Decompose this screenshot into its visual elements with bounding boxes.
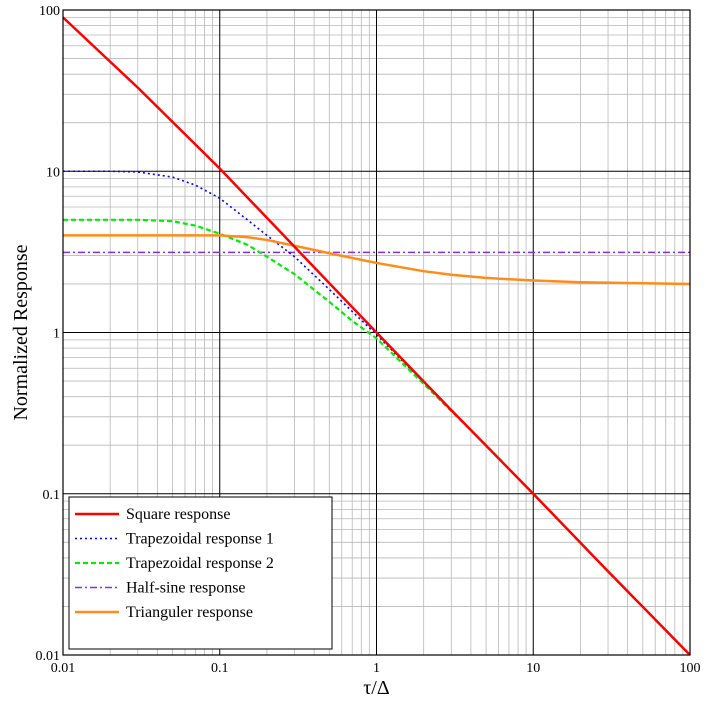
- x-axis-label: τ/Δ: [363, 677, 390, 699]
- y-tick-label: 1: [53, 327, 60, 342]
- x-tick-label: 0.1: [211, 661, 229, 676]
- legend-label: Half-sine response: [126, 580, 246, 597]
- legend-label: Trapezoidal response 2: [126, 555, 274, 572]
- legend-box: [68, 496, 333, 650]
- legend-label: Trianguler response: [126, 604, 253, 621]
- legend-label: Trapezoidal response 1: [126, 531, 274, 548]
- x-tick-label: 0.01: [51, 661, 76, 676]
- plot-frame: [62, 9, 691, 656]
- series-line-0: [62, 16, 691, 656]
- y-tick-label: 10: [46, 165, 60, 180]
- series-line-1: [63, 170, 691, 656]
- x-tick-label: 100: [680, 661, 701, 676]
- series-line-4: [63, 234, 691, 286]
- y-tick-labels: 0.01 0.1 1 10 100: [36, 4, 61, 664]
- y-tick-label: 0.1: [43, 488, 61, 503]
- x-tick-label: 1: [373, 661, 380, 676]
- y-tick-label: 100: [39, 4, 60, 19]
- legend: Square response Trapezoidal response 1 Tra…: [68, 496, 333, 650]
- series-layer: [62, 16, 691, 656]
- x-tick-label: 10: [526, 661, 540, 676]
- y-axis-label: Normalized Response: [10, 244, 32, 420]
- x-tick-labels: 0.01 0.1 1 10 100: [51, 661, 701, 676]
- legend-label: Square response: [126, 506, 230, 523]
- y-tick-label: 0.01: [36, 649, 61, 664]
